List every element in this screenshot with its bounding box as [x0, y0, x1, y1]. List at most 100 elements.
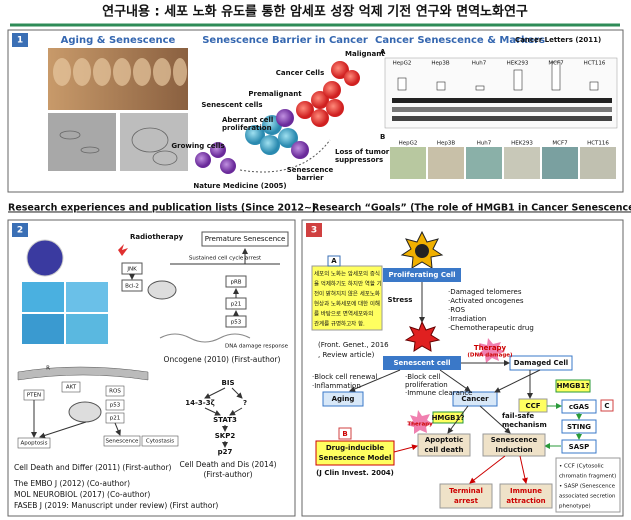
diagram-node: Senescent cell	[393, 359, 450, 367]
section-title: Aging & Senescence	[61, 35, 176, 46]
pathway-node: Cytostasis	[146, 439, 174, 445]
diagram-label: suppressors	[335, 156, 383, 164]
effect-item: ·Immune clearance	[405, 389, 472, 397]
diagram-node: STING	[567, 423, 591, 431]
diagram-label: Sustained cell cycle arrest	[189, 256, 262, 262]
diagram-label: Senescent cells	[201, 101, 262, 109]
pathway-node: ROS	[109, 389, 121, 395]
legend-text: associated secretion	[559, 494, 616, 500]
cell-line: HEK293	[507, 61, 529, 67]
diagram-label: proliferation	[222, 124, 272, 132]
cell-line: Huh7	[477, 141, 492, 147]
citation: (J Clin Invest. 2004)	[316, 469, 394, 477]
pathway-node: pRB	[230, 280, 241, 286]
pathway-node: BIS	[222, 379, 235, 387]
effect-item: ·Inflammation	[312, 382, 361, 390]
diagram-label: Aberrant cell	[222, 116, 273, 124]
diagram-node: Damaged Cell	[514, 359, 568, 367]
cell-line: HepG2	[393, 61, 412, 67]
diagram-node: Immune	[510, 487, 542, 495]
publication: FASEB J (2019: Manuscript under review) …	[14, 501, 218, 510]
diagram-label: barrier	[296, 174, 324, 182]
cell-line: Hep3B	[437, 141, 456, 147]
pathway-node: p53	[231, 320, 242, 326]
cell-line: HEK293	[511, 141, 533, 147]
pathway-node: AKT	[66, 385, 77, 391]
pathway-node: 14-3-3ζ	[185, 399, 214, 407]
stress-item: ·Irradiation	[448, 315, 486, 323]
diagram-node: Cancer	[461, 395, 489, 403]
stress-item: ·Damaged telomeres	[448, 288, 522, 296]
diagram-node: Aging	[332, 395, 355, 403]
cell-line: HepG2	[399, 141, 418, 147]
diagram-node: Induction	[495, 446, 532, 454]
diagram-node: HMGB1?	[432, 414, 465, 422]
figure-label: A	[380, 48, 386, 56]
decor	[7, 23, 624, 517]
pathway-node: ?	[243, 399, 247, 407]
diagram-label: DNA damage response	[225, 344, 289, 350]
diagram-node: HMGB1?	[557, 382, 590, 390]
cell-line: Hep3B	[431, 61, 450, 67]
pathway-node: p27	[218, 448, 233, 456]
citation: (First-author)	[203, 470, 252, 479]
pathway-node: p53	[110, 403, 121, 409]
pathway-node: SKP2	[215, 432, 236, 440]
effect-item: ·Block cell	[405, 373, 440, 381]
publication: The EMBO J (2012) (Co-author)	[13, 479, 130, 488]
citation: (Front. Genet., 2016	[318, 341, 389, 349]
diagram-label: Malignant	[345, 50, 385, 58]
pathway-node: PTEN	[27, 393, 41, 399]
section-heading: Research “Goals” (The role of HMGB1 in C…	[312, 203, 631, 214]
citation: Cell Death and Dis (2014)	[179, 460, 276, 469]
diagram-label: Senescence	[287, 166, 334, 174]
diagram-label: Premalignant	[248, 90, 302, 98]
cell-line: MCF7	[552, 141, 568, 147]
citation: Oncogene (2010) (First-author)	[164, 355, 281, 364]
cell-line: HCT116	[584, 61, 606, 67]
citation: Nature Medicine (2005)	[193, 182, 286, 190]
panel-number: 2	[17, 226, 23, 236]
diagram-node: cGAS	[569, 403, 589, 411]
diagram-label: Radiotherapy	[130, 233, 184, 241]
section-title: Senescence Barrier in Cancer	[202, 35, 368, 46]
pathway-node: Senescence	[106, 439, 140, 445]
diagram-node: Terminal	[449, 487, 483, 495]
diagram-node: attraction	[506, 497, 545, 505]
publication: MOL NEUROBIOL (2017) (Co-author)	[14, 490, 150, 499]
effect-item: ·Block cell renewal	[312, 373, 377, 381]
diagram-label: Loss of tumor	[335, 148, 390, 156]
diagram-node: Drug-inducible	[326, 444, 384, 452]
panel-number: 3	[311, 226, 317, 236]
legend-text: • SASP (Senescence	[559, 484, 616, 490]
panel-number: 1	[17, 36, 23, 46]
note-text: 전이 밝혀지지 않은 세포노화	[314, 290, 380, 298]
diagram-label: Stress	[388, 296, 413, 304]
citation: , Review article)	[318, 351, 375, 359]
figure-label: B	[342, 430, 347, 438]
section-heading: Research experiences and publication lis…	[8, 203, 316, 214]
diagram-node: Proliferating Cell	[388, 271, 455, 279]
diagram-node: Premature Senescence	[205, 235, 286, 243]
pathway-node: Bcl-2	[125, 284, 139, 290]
cell-line: HCT116	[587, 141, 609, 147]
cell-line: MCF7	[548, 61, 564, 67]
stress-item: ·Chemotherapeutic drug	[448, 324, 534, 332]
figure-label: B	[380, 133, 385, 141]
cell-line: Huh7	[472, 61, 487, 67]
pathway-node: R	[46, 366, 50, 372]
diagram-label: Therapy	[474, 344, 507, 352]
figure-label: A	[331, 257, 337, 265]
section-title: Cancer Senescence & Markers	[375, 35, 545, 46]
diagram-node: arrest	[454, 497, 479, 505]
pathway-node: JNK	[126, 267, 137, 273]
diagram-node: cell death	[425, 446, 464, 454]
pathway-node: STAT3	[213, 416, 237, 424]
note-text: 현상과 노화세포에 대한 이해	[314, 300, 380, 308]
pathway-node: Apoptosis	[21, 441, 48, 447]
diagram-label: Therapy	[407, 422, 433, 428]
legend-text: chromatin fragment)	[559, 474, 616, 480]
note-text: 를 바탕으로 면역세포와의	[314, 310, 373, 318]
note-text: 을 억제하기도 하지만 역할 기	[314, 280, 382, 288]
